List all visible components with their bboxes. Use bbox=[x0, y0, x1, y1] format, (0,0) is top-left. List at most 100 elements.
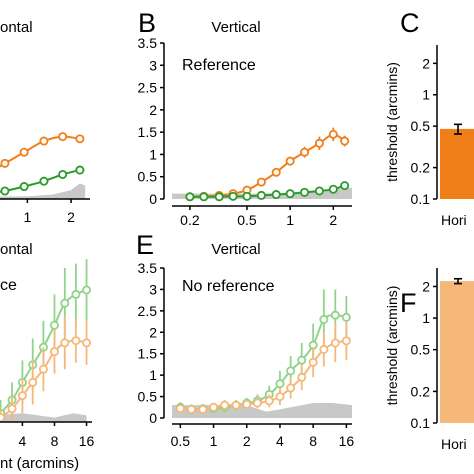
panel-c-category-label: Hori bbox=[441, 212, 467, 228]
panel-a-series-0-line bbox=[0, 135, 81, 168]
panel-e-y-tick-label: 0 bbox=[149, 410, 157, 426]
panel-letter-f: F bbox=[400, 288, 417, 318]
panel-a-series-0-point bbox=[39, 136, 49, 146]
panel-c-y-tick-label: 0.2 bbox=[411, 160, 431, 176]
panel-b-series-1-point bbox=[285, 189, 295, 199]
panel-b-series-0-point bbox=[285, 156, 295, 166]
panel-b-x-tick-label: 0.2 bbox=[180, 212, 200, 228]
panel-e-series-1-point bbox=[198, 404, 208, 414]
panel-f-y-tick-label: 1 bbox=[422, 310, 430, 326]
panel-b-annotation: Reference bbox=[182, 57, 256, 74]
panel-e-series-0-point bbox=[319, 314, 329, 324]
panel-a-series-0-point bbox=[75, 134, 85, 144]
panel-d-x-tick-label: 4 bbox=[19, 433, 27, 449]
panel-e-series-1-point bbox=[264, 396, 274, 406]
panel-e-x-tick-label: 4 bbox=[276, 433, 284, 449]
panel-f-y-tick-label: 0.1 bbox=[411, 415, 431, 431]
panel-a-x-tick-label: 2 bbox=[67, 209, 75, 225]
panel-b-series-0-point bbox=[314, 138, 324, 148]
panel-b-series-0-point bbox=[256, 177, 266, 187]
panel-d-series-1-point bbox=[7, 404, 17, 414]
panel-e-series-0-point bbox=[330, 310, 340, 320]
panel-d-series-1-point bbox=[28, 377, 38, 387]
panel-a-noise-area bbox=[0, 183, 86, 199]
panel-e-series-0-point bbox=[341, 312, 351, 322]
panel-a-series-0-point bbox=[0, 158, 10, 168]
panel-e-series-1-line bbox=[180, 339, 347, 411]
panel-b-y-tick-label: 0.5 bbox=[138, 169, 158, 185]
panel-f-y-tick-label: 0.2 bbox=[411, 383, 431, 399]
panel-d-x-tick-label: 16 bbox=[79, 433, 95, 449]
panel-e-series-1-point bbox=[220, 400, 230, 410]
panel-e-series-1-point bbox=[286, 383, 296, 393]
panel-d-x-tick-label: 8 bbox=[51, 433, 59, 449]
panel-e-x-tick-label: 0.5 bbox=[171, 433, 191, 449]
panel-c-y-label: threshold (arcmins) bbox=[384, 62, 400, 182]
panel-letter-b: B bbox=[138, 8, 156, 38]
panel-c-y-tick-label: 2 bbox=[422, 55, 430, 71]
panel-b-x-tick-label: 1 bbox=[286, 212, 294, 228]
panel-d-noise-area bbox=[0, 413, 87, 422]
panel-e-y-tick-label: 3 bbox=[149, 281, 157, 297]
panel-a-title: ontal bbox=[0, 19, 33, 36]
panel-d-series-1-point bbox=[82, 338, 92, 348]
panel-a-series-1-point bbox=[75, 165, 85, 175]
panel-e-series-1-point bbox=[186, 404, 196, 414]
panel-e-series-0-point bbox=[275, 379, 285, 389]
panel-e-series-1-point bbox=[275, 392, 285, 402]
panel-d-series-0-point bbox=[60, 298, 70, 308]
panel-b-series-0-point bbox=[271, 167, 281, 177]
panel-e-annotation: No reference bbox=[182, 278, 275, 295]
panel-e-x-tick-label: 1 bbox=[210, 433, 218, 449]
panel-b-series-1-point bbox=[340, 181, 350, 191]
panel-e-y-tick-label: 1 bbox=[149, 367, 157, 383]
panel-a-x-tick-label: 1 bbox=[23, 209, 31, 225]
panel-e-x-tick-label: 2 bbox=[243, 433, 251, 449]
panel-d-x-label: nt (arcmins) bbox=[0, 455, 79, 472]
panel-b-series-0-point bbox=[300, 147, 310, 157]
panel-a-series-1-point bbox=[19, 182, 29, 192]
panel-e-y-tick-label: 2 bbox=[149, 324, 157, 340]
panel-b-y-tick-label: 3.5 bbox=[138, 35, 158, 51]
panel-b-series-1-point bbox=[185, 192, 195, 202]
panel-f-y-tick-label: 0.5 bbox=[411, 342, 431, 358]
panel-a-series-1-point bbox=[39, 176, 49, 186]
panel-b-y-tick-label: 1 bbox=[149, 146, 157, 162]
panel-b-y-tick-label: 3 bbox=[149, 57, 157, 73]
panel-b-series-0-point bbox=[340, 136, 350, 146]
panel-d-series-1-point bbox=[49, 347, 59, 357]
panel-b-series-1-point bbox=[314, 186, 324, 196]
panel-d-series-0-point bbox=[49, 320, 59, 330]
panel-f-category-label: Hori bbox=[441, 436, 467, 452]
panel-e-y-tick-label: 1.5 bbox=[138, 346, 158, 362]
panel-d-series-1-point bbox=[71, 336, 81, 346]
panel-e-series-1-point bbox=[319, 344, 329, 354]
panel-a-series-0-point bbox=[58, 132, 68, 142]
panel-b-y-tick-label: 2.5 bbox=[138, 80, 158, 96]
panel-b-x-tick-label: 0.5 bbox=[237, 212, 257, 228]
panel-e-series-0-line bbox=[180, 314, 347, 411]
panel-a-series-1-point bbox=[58, 169, 68, 179]
panel-d-series-1-point bbox=[38, 364, 48, 374]
panel-d-series-1-point bbox=[17, 391, 27, 401]
panel-b-title: Vertical bbox=[211, 19, 260, 36]
panel-b-series-1-point bbox=[228, 191, 238, 201]
panel-b-y-tick-label: 1.5 bbox=[138, 124, 158, 140]
panel-e-series-1-point bbox=[242, 399, 252, 409]
panel-e-series-0-point bbox=[297, 355, 307, 365]
panel-e-y-tick-label: 3.5 bbox=[138, 260, 158, 276]
panel-c-y-tick-label: 0.5 bbox=[411, 118, 431, 134]
panel-b-x-tick-label: 2 bbox=[329, 212, 337, 228]
panel-f-y-label: threshold (arcmins) bbox=[384, 286, 400, 406]
panel-b-series-1-point bbox=[214, 192, 224, 202]
panel-d-series-1-point bbox=[0, 413, 6, 423]
panel-e-x-tick-label: 8 bbox=[309, 433, 317, 449]
panel-b-series-1-point bbox=[328, 184, 338, 194]
panel-d-series-1-point bbox=[60, 338, 70, 348]
panel-c-y-tick-label: 0.1 bbox=[411, 191, 431, 207]
panel-d-annotation: ce bbox=[0, 277, 17, 294]
panel-c-y-tick-label: 1 bbox=[422, 87, 430, 103]
panel-b-series-1-point bbox=[271, 190, 281, 200]
panel-a-series-0-point bbox=[19, 147, 29, 157]
panel-e-x-tick-label: 16 bbox=[339, 433, 355, 449]
